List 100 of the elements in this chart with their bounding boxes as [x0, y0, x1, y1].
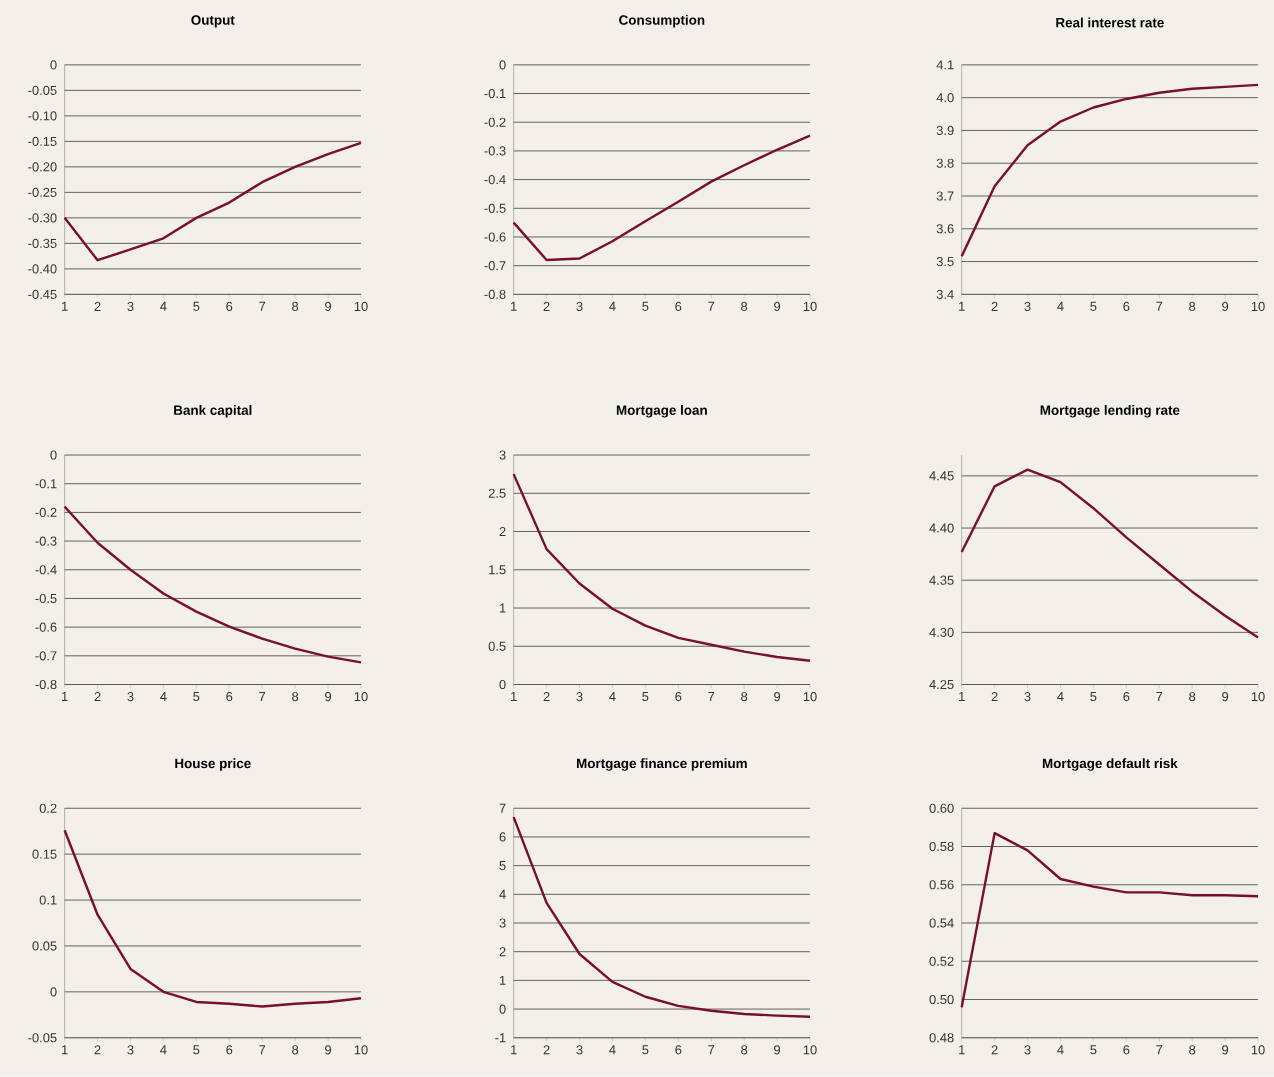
y-tick-label: 2 — [499, 527, 506, 537]
line-series — [512, 473, 812, 663]
y-tick-label: -0.35 — [28, 238, 57, 249]
y-tick-label: 3.8 — [936, 158, 954, 168]
x-tick-label: 7 — [1156, 302, 1163, 311]
chart-title: Mortgage lending rate — [1040, 405, 1180, 418]
x-tick-label: 7 — [259, 692, 266, 702]
line-series — [63, 141, 363, 262]
y-tick-label: 1 — [499, 976, 506, 985]
line-series — [960, 832, 1260, 1009]
x-tick-label: 9 — [774, 1045, 781, 1055]
y-tick-label: 3.5 — [936, 257, 954, 267]
x-tick-label: 10 — [1251, 692, 1265, 702]
x-tick-label: 7 — [708, 1045, 715, 1055]
y-tick-label: 1 — [499, 603, 506, 613]
x-tick-label: 8 — [741, 302, 748, 312]
y-tick-label: 0 — [50, 450, 57, 460]
x-tick-label: 6 — [226, 692, 233, 702]
y-tick-label: -0.8 — [484, 289, 506, 300]
y-tick-label: -0.10 — [28, 111, 57, 121]
y-tick-label: -0.3 — [484, 146, 506, 156]
y-tick-label: 0.5 — [488, 641, 506, 652]
x-tick-label: 4 — [160, 692, 167, 702]
x-tick-label: 1 — [62, 692, 68, 702]
x-tick-label: 1 — [959, 302, 965, 311]
y-tick-label: -0.4 — [484, 175, 506, 185]
x-tick-label: 6 — [226, 1045, 233, 1055]
x-tick-label: 8 — [292, 302, 299, 312]
x-tick-label: 4 — [1057, 302, 1064, 311]
y-tick-label: -0.6 — [484, 232, 506, 242]
line-series — [512, 816, 812, 1019]
x-tick-label: 4 — [160, 1045, 167, 1055]
x-tick-label: 4 — [1057, 692, 1064, 702]
y-tick-label: 4.40 — [929, 523, 954, 533]
chart-title: Mortgage loan — [616, 405, 707, 418]
x-tick-label: 3 — [1024, 1045, 1031, 1055]
y-tick-label: 2.5 — [488, 488, 506, 499]
x-tick-label: 8 — [1189, 692, 1196, 702]
line-series — [63, 505, 363, 664]
x-tick-label: 10 — [1251, 302, 1265, 312]
x-tick-label: 5 — [1090, 1045, 1097, 1055]
x-tick-label: 2 — [94, 692, 101, 702]
x-tick-label: 10 — [354, 692, 368, 702]
x-tick-label: 6 — [675, 1045, 682, 1055]
y-tick-label: 3 — [499, 450, 506, 460]
x-tick-label: 6 — [1123, 1045, 1130, 1055]
x-tick-label: 6 — [675, 302, 682, 312]
y-tick-label: 0.1 — [39, 895, 57, 905]
x-tick-label: 6 — [226, 302, 233, 312]
line-series — [960, 468, 1260, 639]
y-tick-label: 0.50 — [929, 995, 954, 1005]
y-tick-label: 0.58 — [929, 842, 954, 852]
y-tick-label: 1.5 — [489, 565, 506, 575]
chart-title: Consumption — [619, 15, 705, 28]
x-tick-label: 5 — [193, 1045, 200, 1055]
x-tick-label: 2 — [543, 692, 550, 702]
y-tick-label: 0 — [499, 680, 506, 690]
x-tick-label: 9 — [1222, 692, 1229, 702]
x-tick-label: 4 — [160, 302, 167, 311]
y-tick-label: -0.2 — [35, 507, 57, 518]
line-series — [63, 829, 363, 1008]
x-tick-label: 1 — [511, 302, 517, 311]
x-tick-label: 9 — [774, 692, 781, 702]
x-tick-label: 8 — [292, 692, 299, 702]
y-tick-label: -0.5 — [484, 203, 506, 214]
y-tick-label: 2 — [499, 947, 506, 957]
x-tick-label: 2 — [991, 302, 998, 312]
x-tick-label: 2 — [991, 1045, 998, 1055]
y-tick-label: 3.9 — [936, 126, 954, 136]
y-tick-label: -0.05 — [28, 85, 57, 96]
x-tick-label: 1 — [511, 692, 517, 702]
y-tick-label: 0.48 — [929, 1033, 954, 1043]
x-tick-label: 6 — [1123, 302, 1130, 312]
y-tick-label: 0 — [499, 1004, 506, 1014]
y-tick-label: 0.05 — [32, 941, 57, 951]
x-tick-label: 5 — [642, 692, 649, 702]
y-tick-label: 3.7 — [936, 191, 954, 201]
x-tick-label: 4 — [609, 692, 616, 702]
x-tick-label: 1 — [62, 302, 68, 311]
y-tick-label: -0.1 — [35, 479, 57, 489]
y-tick-label: 0.2 — [39, 803, 57, 813]
y-tick-label: -0.7 — [35, 651, 57, 661]
x-tick-label: 9 — [774, 302, 781, 312]
y-tick-label: 4.1 — [936, 60, 954, 70]
y-tick-label: -0.15 — [28, 136, 57, 147]
x-tick-label: 5 — [1090, 692, 1097, 702]
y-tick-label: -0.3 — [35, 536, 57, 546]
y-tick-label: 6 — [499, 832, 506, 842]
y-tick-label: -0.6 — [35, 622, 57, 632]
x-tick-label: 3 — [576, 1045, 583, 1055]
y-tick-label: -0.8 — [35, 680, 57, 690]
y-tick-label: 3.4 — [936, 289, 954, 300]
x-tick-label: 1 — [511, 1045, 517, 1055]
x-tick-label: 2 — [543, 302, 550, 312]
x-tick-label: 3 — [127, 302, 134, 312]
x-tick-label: 7 — [1156, 692, 1163, 702]
x-tick-label: 2 — [94, 1045, 101, 1055]
line-series — [512, 134, 812, 262]
y-tick-label: 4.30 — [929, 627, 954, 638]
x-tick-label: 10 — [803, 302, 817, 312]
